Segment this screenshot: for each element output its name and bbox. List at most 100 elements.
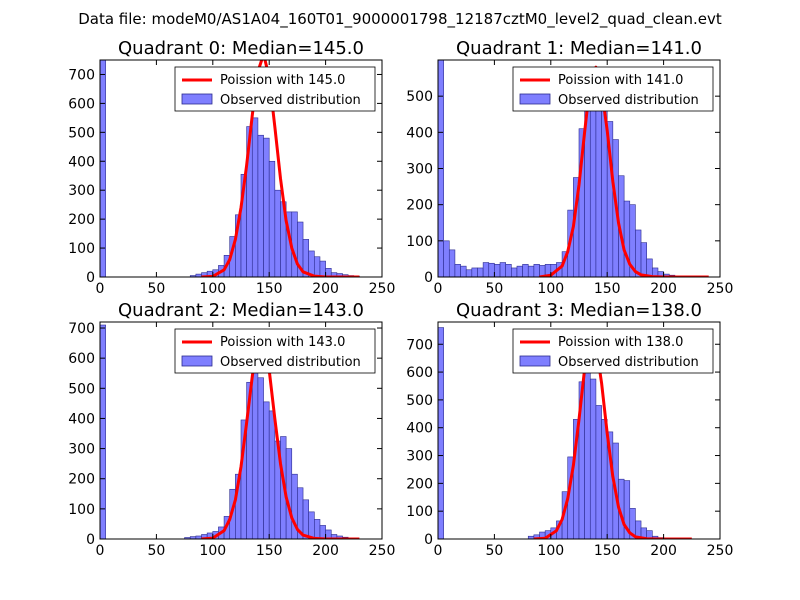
histogram-bar bbox=[268, 160, 276, 277]
y-tick-label: 300 bbox=[68, 442, 95, 458]
histogram-bar bbox=[263, 137, 270, 277]
x-tick-label: 150 bbox=[256, 281, 283, 297]
x-tick-label: 0 bbox=[434, 543, 443, 559]
legend-bar-label: Observed distribution bbox=[558, 93, 699, 108]
histogram-bar bbox=[640, 242, 647, 277]
chart-title: Quadrant 2: Median=143.0 bbox=[118, 300, 364, 321]
axes-frame bbox=[99, 59, 383, 278]
y-tick-label: 700 bbox=[406, 337, 433, 353]
x-tick-label: 200 bbox=[650, 281, 677, 297]
x-tick-label: 0 bbox=[96, 543, 105, 559]
histogram-bar bbox=[465, 269, 473, 277]
legend-bar-label: Observed distribution bbox=[220, 355, 361, 370]
legend: Poission with 138.0 Observed distribution bbox=[512, 328, 714, 374]
figure-title: Data file: modeM0/AS1A04_160T01_90000017… bbox=[78, 10, 722, 29]
x-tick-label: 50 bbox=[485, 543, 503, 559]
histogram-bar bbox=[595, 99, 602, 277]
y-tick-label: 0 bbox=[424, 270, 433, 286]
legend-bar-swatch bbox=[181, 93, 213, 105]
histogram-bar bbox=[291, 211, 298, 277]
x-tick-label: 50 bbox=[485, 281, 503, 297]
y-tick-label: 500 bbox=[406, 89, 433, 105]
y-tick-label: 500 bbox=[68, 125, 95, 141]
x-tick-label: 50 bbox=[147, 281, 165, 297]
histogram-bar bbox=[257, 134, 264, 277]
legend: Poission with 141.0 Observed distribution bbox=[512, 66, 714, 112]
y-tick-label: 200 bbox=[68, 472, 95, 488]
chart-panel-3: Quadrant 3: Median=138.0 0 50 100 150 200 250 0… bbox=[406, 300, 733, 559]
x-tick-label: 200 bbox=[312, 281, 339, 297]
x-tick-label: 150 bbox=[594, 281, 621, 297]
histogram-bar bbox=[448, 249, 456, 277]
histogram-bar bbox=[589, 378, 597, 539]
y-tick-label: 200 bbox=[406, 476, 433, 492]
histogram-bar bbox=[477, 267, 484, 277]
histogram-bar bbox=[308, 511, 315, 539]
y-tick-label: 500 bbox=[68, 381, 95, 397]
x-tick-label: 250 bbox=[369, 281, 396, 297]
panels: Quadrant 0: Median=145.0 0 50 100 150 200 250 0… bbox=[68, 38, 733, 559]
y-tick-label: 300 bbox=[68, 183, 95, 199]
x-tick-label: 250 bbox=[707, 543, 734, 559]
histogram-bar bbox=[511, 267, 518, 277]
legend-curve-label: Poission with 141.0 bbox=[558, 73, 683, 88]
axes-frame bbox=[437, 321, 721, 540]
y-tick-label: 400 bbox=[406, 125, 433, 141]
histogram-bar bbox=[499, 262, 506, 277]
x-tick-label: 100 bbox=[537, 543, 564, 559]
histogram-bar bbox=[251, 357, 259, 539]
chart-panel-1: Quadrant 1: Median=141.0 0 50 100 150 200 250 0… bbox=[406, 38, 733, 297]
y-tick-label: 300 bbox=[406, 162, 433, 178]
y-tick-label: 100 bbox=[68, 502, 95, 518]
legend-bar-label: Observed distribution bbox=[220, 93, 361, 108]
legend-curve-label: Poission with 145.0 bbox=[220, 73, 345, 88]
histogram-bar bbox=[438, 327, 444, 539]
legend: Poission with 143.0 Observed distribution bbox=[174, 328, 376, 374]
y-tick-label: 0 bbox=[86, 270, 95, 286]
chart-panel-2: Quadrant 2: Median=143.0 0 50 100 150 200 250 0… bbox=[68, 300, 395, 559]
legend: Poission with 145.0 Observed distribution bbox=[174, 66, 376, 112]
histogram-bar bbox=[314, 256, 321, 277]
y-tick-label: 700 bbox=[68, 321, 95, 337]
chart-title: Quadrant 1: Median=141.0 bbox=[456, 38, 702, 59]
histogram-bar bbox=[646, 258, 653, 277]
x-tick-label: 50 bbox=[147, 543, 165, 559]
chart-title: Quadrant 0: Median=145.0 bbox=[118, 38, 364, 59]
histogram-bar bbox=[302, 499, 309, 539]
x-tick-label: 200 bbox=[312, 543, 339, 559]
y-tick-label: 100 bbox=[68, 241, 95, 257]
histogram-bar bbox=[533, 264, 540, 277]
legend-box bbox=[512, 66, 714, 112]
legend-bar-swatch bbox=[519, 355, 551, 367]
legend-bar-swatch bbox=[519, 93, 551, 105]
histogram-bar bbox=[527, 265, 535, 277]
y-tick-label: 100 bbox=[406, 504, 433, 520]
chart-title: Quadrant 3: Median=138.0 bbox=[456, 300, 702, 321]
y-tick-label: 400 bbox=[68, 154, 95, 170]
y-tick-label: 100 bbox=[406, 234, 433, 250]
histogram-bar bbox=[505, 264, 512, 277]
poisson-curve bbox=[201, 60, 360, 277]
histogram-bar bbox=[257, 377, 264, 539]
x-tick-label: 0 bbox=[96, 281, 105, 297]
x-tick-label: 150 bbox=[256, 543, 283, 559]
y-tick-label: 600 bbox=[68, 96, 95, 112]
x-tick-label: 100 bbox=[199, 281, 226, 297]
histogram-bar bbox=[268, 410, 276, 539]
y-tick-label: 400 bbox=[68, 411, 95, 427]
histogram-bar bbox=[438, 60, 444, 277]
histogram-bar bbox=[460, 265, 467, 277]
y-tick-label: 500 bbox=[406, 393, 433, 409]
y-tick-label: 300 bbox=[406, 449, 433, 465]
histogram-bar bbox=[635, 229, 642, 277]
histogram-bar bbox=[488, 262, 495, 277]
histogram-bar bbox=[251, 117, 259, 277]
y-tick-label: 200 bbox=[406, 198, 433, 214]
x-tick-label: 150 bbox=[594, 543, 621, 559]
histogram-bar bbox=[584, 363, 591, 539]
y-tick-label: 200 bbox=[68, 212, 95, 228]
chart-panel-0: Quadrant 0: Median=145.0 0 50 100 150 200 250 0… bbox=[68, 38, 395, 297]
histogram-bar bbox=[646, 530, 653, 539]
histogram-bar bbox=[274, 189, 281, 277]
x-tick-label: 100 bbox=[199, 543, 226, 559]
